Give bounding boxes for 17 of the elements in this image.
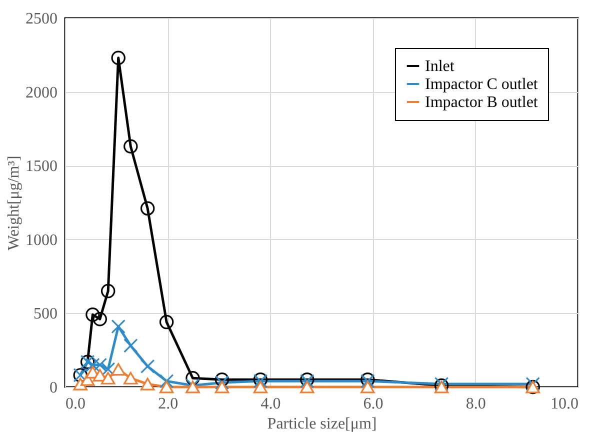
x-tick-label: 2.0 — [158, 396, 178, 412]
y-axis-title: Weight[μg/m³] — [6, 156, 22, 250]
y-tick-label: 1500 — [26, 158, 58, 176]
legend-label: Inlet — [425, 58, 455, 75]
legend-label: Impactor C outlet — [425, 76, 538, 93]
x-tick-label: 0.0 — [66, 396, 86, 412]
x-tick-label: 8.0 — [466, 396, 486, 412]
x-tick-label: 6.0 — [363, 396, 384, 412]
legend-label: Impactor B outlet — [425, 94, 538, 111]
y-tick-label: 1000 — [26, 232, 58, 249]
y-tick-label: 2000 — [26, 84, 58, 102]
x-tick-label: 10.0 — [550, 396, 578, 412]
y-tick-label: 2500 — [26, 10, 58, 28]
x-tick-label: 4.0 — [260, 396, 281, 412]
x-axis-title: Particle size[μm] — [267, 416, 377, 432]
y-tick-label: 500 — [34, 306, 58, 323]
y-tick-label: 0 — [50, 380, 58, 396]
